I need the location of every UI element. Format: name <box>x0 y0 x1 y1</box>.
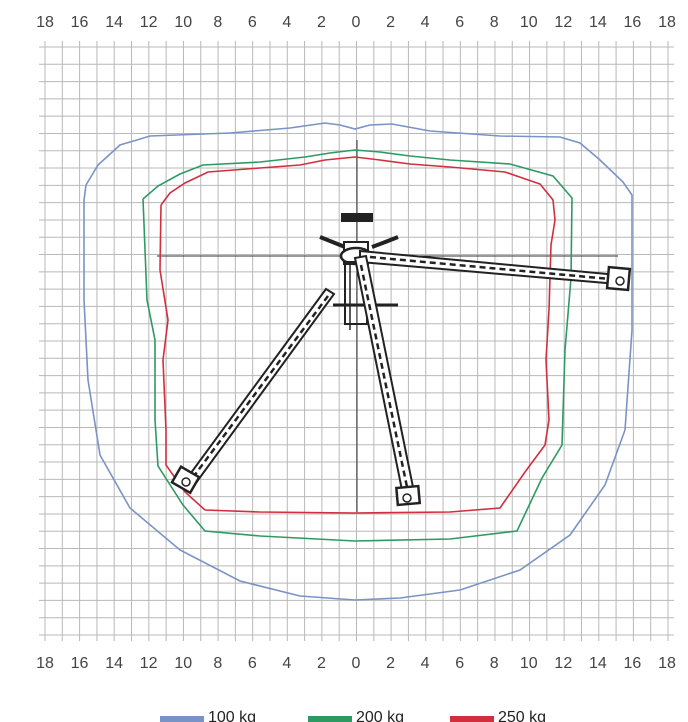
x-axis-top-ticks: 18 16 14 12 10 8 6 4 2 0 2 4 6 8 10 12 14 16 18 <box>36 14 676 31</box>
x-tick-label: 2 <box>317 14 326 31</box>
x-tick-label: 14 <box>589 14 607 31</box>
x-tick-label: 4 <box>421 655 430 672</box>
envelope-100kg <box>83 122 633 601</box>
machine-top-view <box>170 213 632 507</box>
x-tick-label: 16 <box>624 14 642 31</box>
boom-left-lattice <box>189 295 330 481</box>
boom-down-lattice <box>359 264 409 488</box>
x-tick-label: 4 <box>282 14 291 31</box>
machine-outrigger-right <box>371 235 399 249</box>
legend-item-200kg: 200 kg <box>308 709 404 722</box>
x-tick-label: 10 <box>520 14 538 31</box>
x-tick-label: 12 <box>140 655 158 672</box>
x-tick-label: 4 <box>421 14 430 31</box>
x-tick-label: 16 <box>71 655 89 672</box>
x-tick-label: 14 <box>105 655 123 672</box>
machine-counterweight <box>341 213 373 222</box>
x-tick-label: 10 <box>174 14 192 31</box>
x-tick-label: 10 <box>520 655 538 672</box>
x-tick-label: 12 <box>140 14 158 31</box>
x-tick-label: 18 <box>658 655 676 672</box>
legend-swatch-200kg <box>308 716 352 722</box>
x-tick-label: 2 <box>386 14 395 31</box>
legend-item-100kg: 100 kg <box>160 709 256 722</box>
x-tick-label: 2 <box>386 655 395 672</box>
legend-swatch-250kg <box>450 716 494 722</box>
x-tick-label: 8 <box>213 655 222 672</box>
x-tick-label: 8 <box>490 655 499 672</box>
legend-label-250kg: 250 kg <box>498 709 546 722</box>
legend-label-100kg: 100 kg <box>208 709 256 722</box>
x-tick-label: 18 <box>36 655 54 672</box>
x-tick-label: 6 <box>248 655 257 672</box>
machine-outrigger-left <box>319 235 346 249</box>
boom-right-lattice <box>369 255 611 281</box>
x-tick-label: 18 <box>36 14 54 31</box>
legend: 100 kg 200 kg 250 kg <box>160 709 546 722</box>
basket-right-operator <box>615 276 625 286</box>
x-tick-label: 12 <box>554 14 572 31</box>
x-tick-label: 16 <box>624 655 642 672</box>
x-axis-bottom-ticks: 18 16 14 12 10 8 6 4 2 0 2 4 6 8 10 12 14 16 18 <box>36 655 676 672</box>
x-tick-label: 6 <box>248 14 257 31</box>
legend-swatch-100kg <box>160 716 204 722</box>
x-tick-label: 6 <box>455 655 464 672</box>
x-tick-label: 4 <box>282 655 291 672</box>
x-tick-label: 14 <box>105 14 123 31</box>
x-tick-label: 0 <box>352 655 361 672</box>
x-tick-label: 8 <box>490 14 499 31</box>
x-tick-label: 6 <box>455 14 464 31</box>
x-tick-label: 2 <box>317 655 326 672</box>
x-tick-label: 0 <box>352 14 361 31</box>
x-tick-label: 10 <box>174 655 192 672</box>
x-tick-label: 8 <box>213 14 222 31</box>
x-tick-label: 14 <box>589 655 607 672</box>
legend-item-250kg: 250 kg <box>450 709 546 722</box>
x-tick-label: 18 <box>658 14 676 31</box>
x-tick-label: 12 <box>554 655 572 672</box>
legend-label-200kg: 200 kg <box>356 709 404 722</box>
x-tick-label: 16 <box>71 14 89 31</box>
basket-down-operator <box>402 493 412 503</box>
envelope-250kg <box>159 156 556 514</box>
basket-left-operator <box>181 477 191 487</box>
